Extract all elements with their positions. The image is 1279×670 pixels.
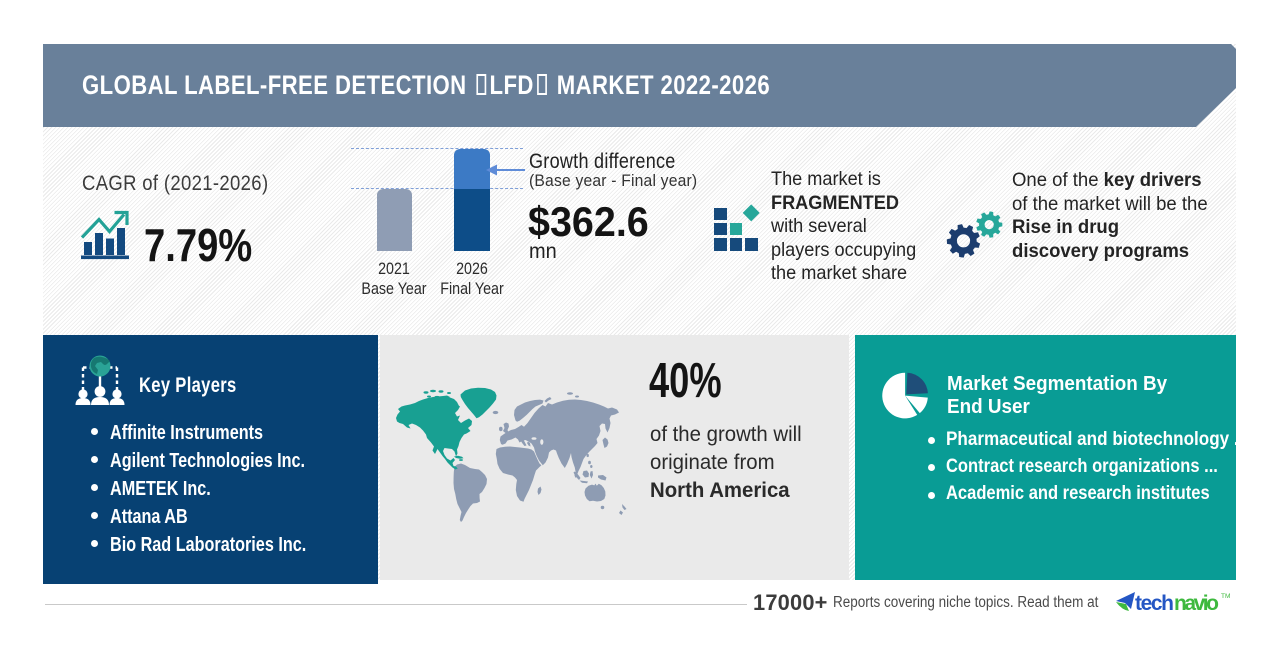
svg-text:TM: TM (1221, 593, 1230, 600)
svg-text:tech: tech (1135, 592, 1174, 615)
svg-text:navio: navio (1174, 592, 1219, 615)
